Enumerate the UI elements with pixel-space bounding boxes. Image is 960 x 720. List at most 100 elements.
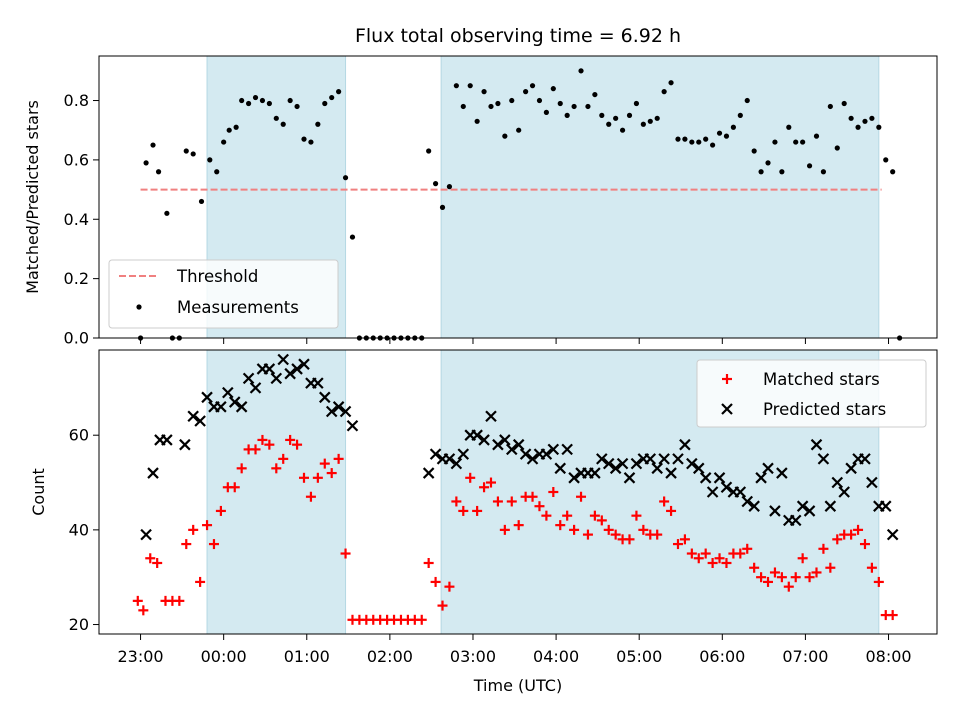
- legend-predicted-label: Predicted stars: [763, 400, 886, 419]
- marker-stroke: [505, 443, 518, 456]
- measurement-point: [516, 127, 522, 133]
- matched-star-point: [465, 472, 476, 483]
- marker-stroke: [845, 462, 857, 475]
- measurement-point: [467, 83, 473, 89]
- marker-stroke: [242, 372, 255, 385]
- matched-star-point: [672, 539, 683, 550]
- predicted-star-point: [845, 462, 857, 475]
- y-tick-label: 0.4: [64, 210, 89, 229]
- legend-matched-swatch: [722, 374, 732, 384]
- measurement-point: [654, 115, 660, 121]
- matched-star-point: [735, 548, 746, 559]
- chart-title: Flux total observing time = 6.92 h: [355, 25, 681, 47]
- marker-stroke: [277, 353, 289, 366]
- matched-star-point: [818, 543, 829, 554]
- marker-stroke: [332, 401, 345, 413]
- matched-star-point: [416, 614, 427, 625]
- predicted-star-point: [201, 391, 213, 404]
- predicted-star-point: [512, 438, 525, 451]
- predicted-star-point: [651, 462, 663, 475]
- marker-stroke: [298, 358, 310, 370]
- marker-stroke: [706, 486, 719, 498]
- matched-star-point: [437, 600, 448, 611]
- predicted-star-point: [672, 453, 684, 465]
- plot-frame: [98, 349, 938, 635]
- legend-threshold-label: Threshold: [176, 267, 258, 286]
- measurement-point: [613, 115, 619, 121]
- measurement-point: [453, 83, 459, 89]
- x-tick-label: 05:00: [616, 647, 662, 666]
- measurement-point: [730, 124, 736, 130]
- predicted-star-point: [457, 448, 470, 460]
- marker-stroke: [457, 448, 470, 460]
- marker-stroke: [228, 396, 241, 408]
- matched-star-point: [596, 515, 607, 526]
- marker-stroke: [443, 453, 456, 465]
- predicted-star-point: [679, 438, 691, 451]
- matched-star-point: [499, 524, 510, 535]
- predicted-star-point: [748, 500, 760, 512]
- matched-star-point: [700, 548, 711, 559]
- matched-star-point: [873, 576, 884, 587]
- marker-stroke: [194, 415, 206, 427]
- marker-stroke: [721, 403, 733, 415]
- measurement-point: [855, 124, 861, 130]
- measurement-point: [336, 89, 342, 95]
- measurement-point: [848, 115, 854, 121]
- matched-star-point: [825, 562, 836, 573]
- y-axis-label: Matched/Predicted stars: [23, 100, 42, 294]
- matched-star-point: [264, 439, 275, 450]
- marker-stroke: [519, 448, 532, 460]
- matched-star-point: [853, 524, 864, 535]
- matched-star-point: [195, 576, 206, 587]
- marker-stroke: [602, 457, 615, 470]
- predicted-star-point: [235, 401, 248, 413]
- marker-stroke: [568, 472, 580, 484]
- predicted-star-point: [222, 386, 234, 399]
- measurement-point: [689, 139, 695, 145]
- measurement-point: [439, 204, 446, 210]
- matched-star-point: [215, 505, 226, 516]
- marker-stroke: [561, 443, 573, 456]
- marker-stroke: [665, 467, 677, 479]
- measurement-point: [827, 103, 833, 110]
- measurement-point: [233, 124, 239, 130]
- matched-star-point: [188, 524, 199, 535]
- measurement-point: [758, 169, 764, 175]
- legend-cross-marker: [721, 403, 733, 415]
- predicted-star-point: [859, 453, 871, 465]
- measurement-point: [571, 103, 577, 110]
- predicted-star-point: [706, 486, 719, 498]
- measurement-points: [137, 68, 903, 341]
- matched-star-point: [541, 510, 552, 521]
- x-tick-label: 04:00: [533, 647, 579, 666]
- legend-measurements-swatch: [136, 304, 142, 310]
- matched-star-point: [472, 505, 483, 516]
- predicted-star-point: [312, 377, 324, 389]
- matched-star-point: [479, 482, 490, 493]
- measurement-point: [619, 127, 626, 133]
- measurement-point: [737, 112, 743, 118]
- measurement-point: [661, 89, 667, 95]
- measurement-point: [578, 68, 584, 74]
- measurement-point: [495, 100, 501, 107]
- marker-stroke: [769, 505, 781, 517]
- predicted-star-point: [505, 443, 518, 456]
- marker-stroke: [879, 500, 892, 512]
- predicted-star-point: [623, 472, 636, 484]
- matched-star-point: [278, 453, 289, 464]
- x-tick-label: 08:00: [865, 647, 911, 666]
- predicted-star-point: [526, 453, 539, 465]
- predicted-star-point: [179, 438, 191, 451]
- measurement-point: [765, 160, 771, 166]
- matched-star-point: [485, 477, 496, 488]
- plot-frame: [98, 55, 938, 339]
- marker-stroke: [859, 453, 871, 465]
- predicted-star-point: [443, 453, 456, 465]
- predicted-star-point: [298, 358, 310, 370]
- x-tick-label: 23:00: [117, 647, 163, 666]
- measurement-point: [322, 100, 328, 107]
- marker-stroke: [623, 472, 636, 484]
- measurement-point: [488, 103, 494, 110]
- matched-star-point: [326, 468, 337, 479]
